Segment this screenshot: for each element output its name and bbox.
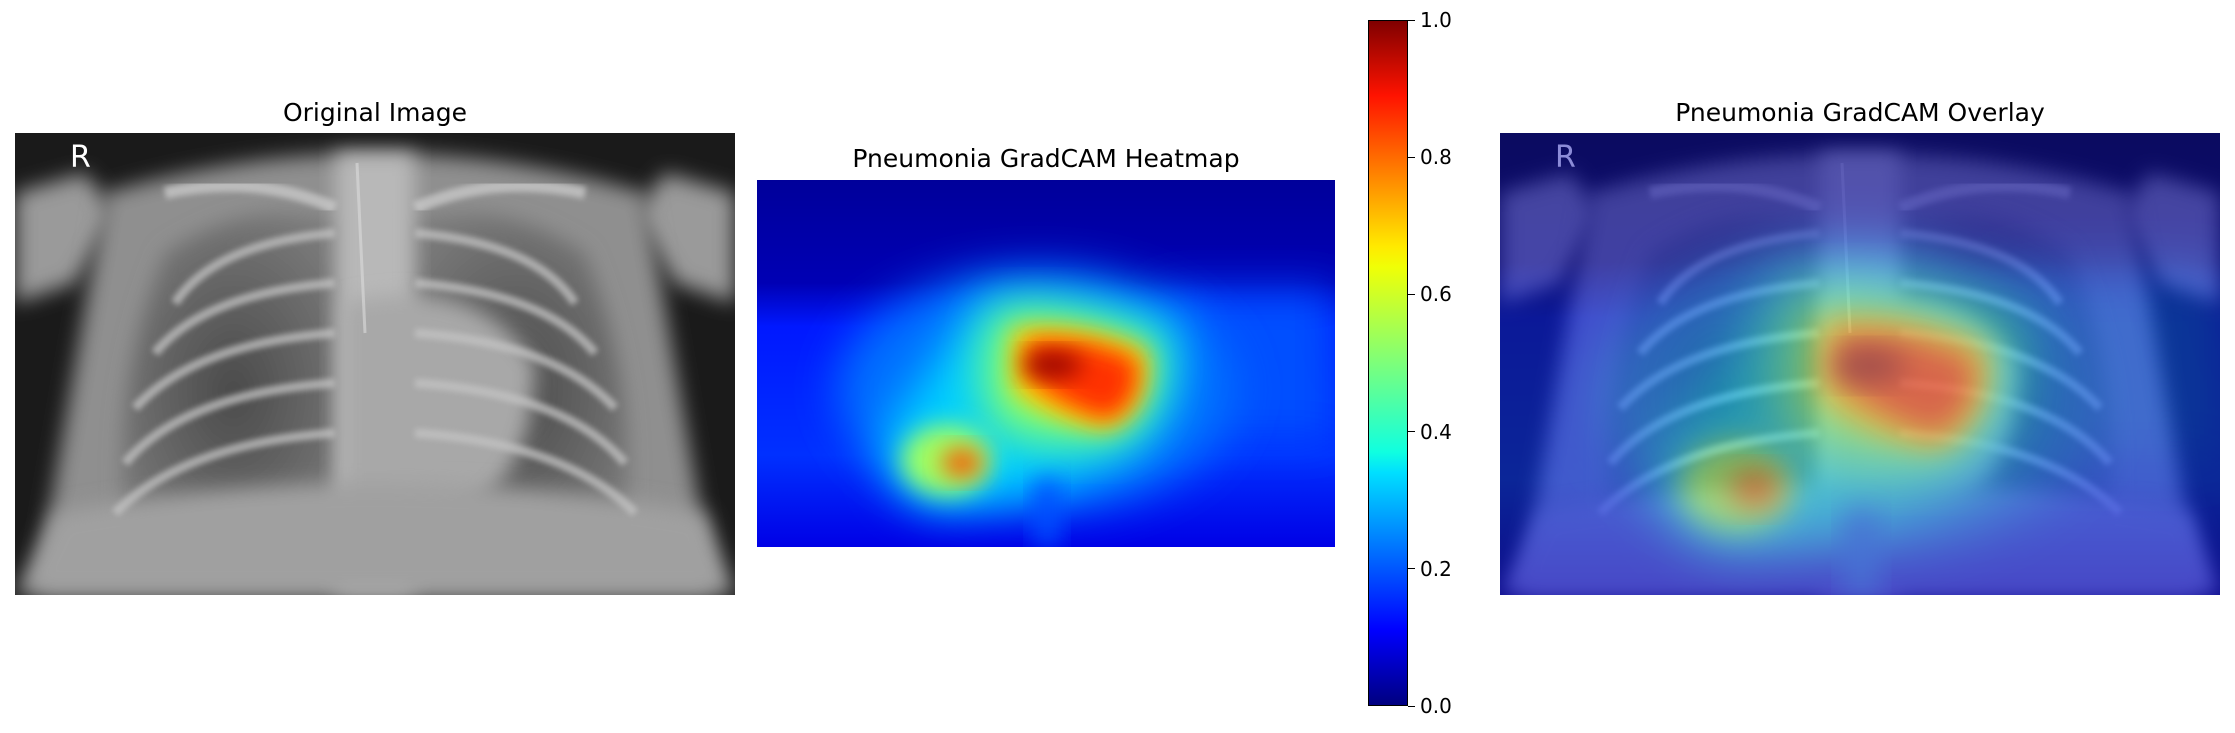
gradcam-heatmap: [757, 180, 1335, 547]
colorbar-tick-label: 0.6: [1420, 282, 1452, 307]
colorbar-tick-mark: [1408, 568, 1415, 570]
colorbar-tick-label: 0.4: [1420, 419, 1452, 444]
overlay-marker-r: R: [1555, 140, 1576, 175]
colorbar: [1368, 20, 1408, 706]
colorbar-tick-label: 0.0: [1420, 694, 1452, 718]
colorbar-tick-label: 0.2: [1420, 556, 1452, 581]
colorbar-tick-mark: [1408, 19, 1415, 21]
colorbar-tick-mark: [1408, 431, 1415, 433]
colorbar-tick-label: 0.8: [1420, 145, 1452, 170]
colorbar-tick-mark: [1408, 293, 1415, 295]
colorbar-tick-mark: [1408, 705, 1415, 707]
xray-image: R: [15, 133, 735, 595]
xray-marker-r: R: [70, 140, 91, 175]
colorbar-tick-mark: [1408, 156, 1415, 158]
colorbar-tick-label: 1.0: [1420, 8, 1452, 32]
heatmap-title: Pneumonia GradCAM Heatmap: [852, 144, 1240, 173]
overlay-title: Pneumonia GradCAM Overlay: [1675, 98, 2045, 127]
gradcam-overlay: R: [1500, 133, 2220, 595]
original-title: Original Image: [282, 98, 468, 127]
